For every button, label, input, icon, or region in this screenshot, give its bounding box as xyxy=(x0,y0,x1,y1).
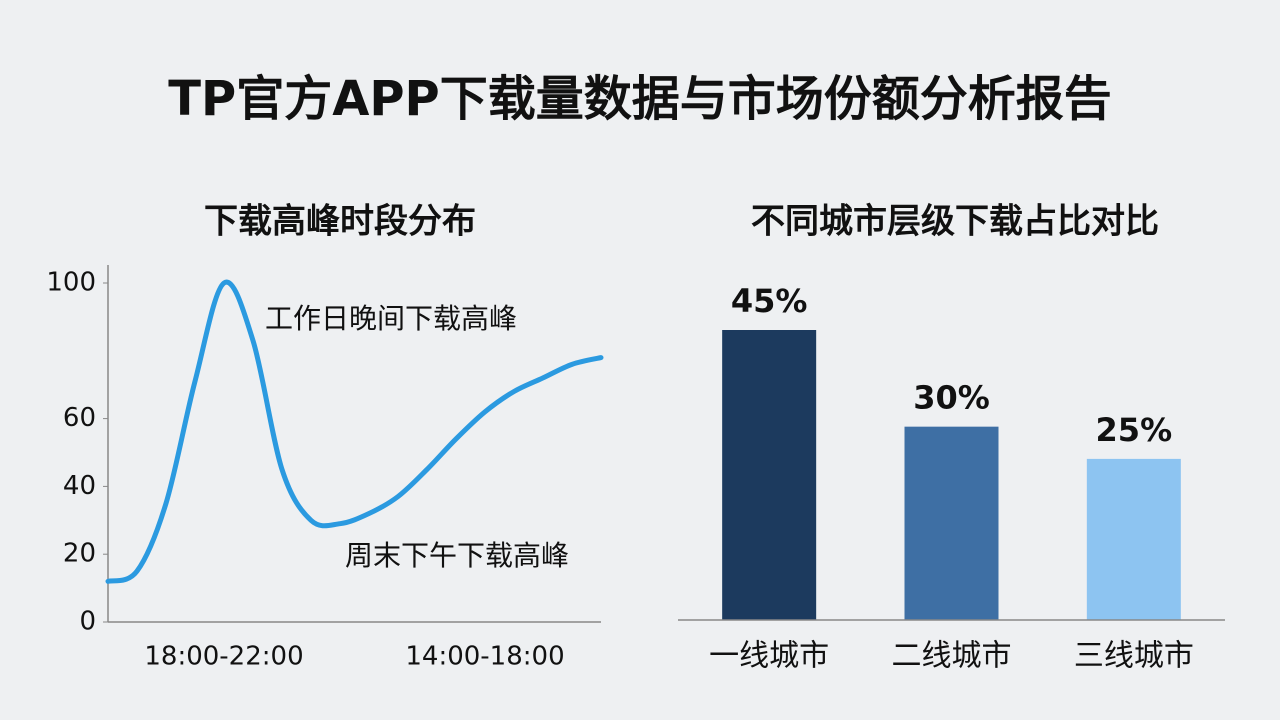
y-tick-label: 40 xyxy=(63,471,96,501)
value-label: 25% xyxy=(1096,411,1173,449)
x-tick-label: 18:00-22:00 xyxy=(144,642,303,672)
x-tick-label: 一线城市 xyxy=(709,639,829,674)
x-tick-label: 14:00-18:00 xyxy=(405,642,564,672)
annotation: 工作日晚间下载高峰 xyxy=(265,302,517,335)
y-tick-label: 0 xyxy=(79,607,96,637)
bar xyxy=(1086,458,1181,620)
bar xyxy=(904,426,999,620)
x-tick-label: 三线城市 xyxy=(1074,639,1194,674)
y-tick-label: 60 xyxy=(63,403,96,433)
chart-title: 不同城市层级下载占比对比 xyxy=(751,202,1159,242)
chart-title: 下载高峰时段分布 xyxy=(204,202,476,242)
bar xyxy=(722,330,817,620)
page-title: TP官方APP下载量数据与市场份额分析报告 xyxy=(168,71,1111,127)
y-tick-label: 20 xyxy=(63,539,96,569)
x-tick-label: 二线城市 xyxy=(892,639,1012,674)
value-label: 30% xyxy=(913,379,990,417)
annotation: 周末下午下载高峰 xyxy=(345,539,569,572)
value-label: 45% xyxy=(731,282,808,320)
line xyxy=(105,279,604,584)
y-tick-label: 100 xyxy=(46,268,96,298)
